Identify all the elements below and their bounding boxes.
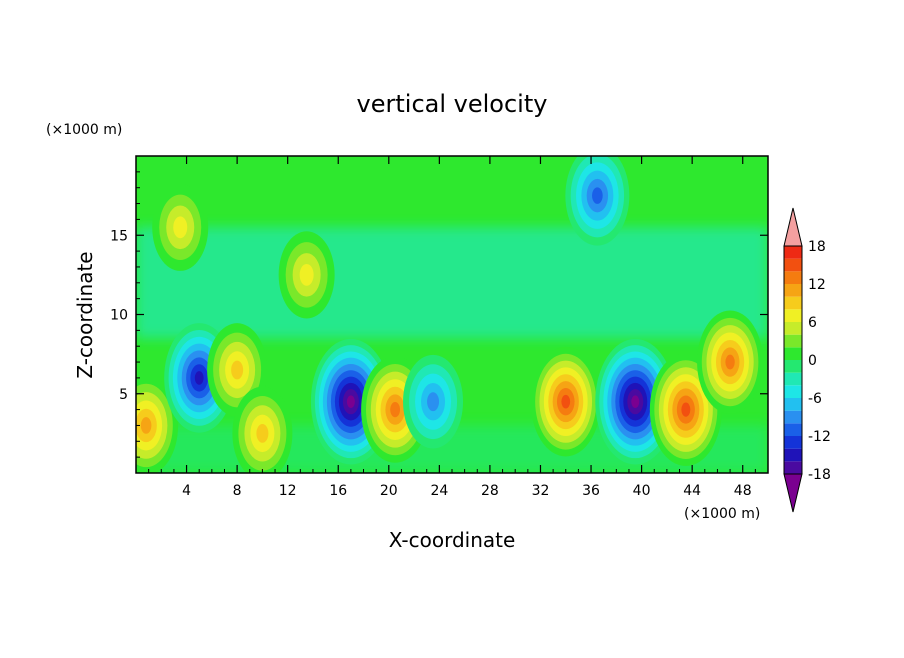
- colorbar-swatch: [784, 271, 802, 284]
- colorbar: 18 12 6 0 -6 -12 -18: [783, 207, 831, 513]
- colorbar-swatch: [784, 448, 802, 462]
- contour-level: [592, 187, 603, 204]
- colorbar-label: -18: [808, 467, 831, 483]
- colorbar-max-arrow: [783, 207, 803, 247]
- contour-level: [140, 417, 152, 434]
- feature-down-6: [403, 354, 464, 449]
- feature-up-9: [649, 353, 722, 466]
- colorbar-swatch: [784, 410, 802, 424]
- colorbar-swatch: [784, 246, 802, 259]
- colorbar-swatch: [784, 436, 802, 449]
- plot-area: [136, 156, 768, 473]
- y-axis-title: Z-coordinate: [73, 251, 97, 378]
- feature-up-13: [152, 183, 209, 271]
- y-axis: 5 10 15: [110, 171, 768, 458]
- x-tick-label: 44: [683, 483, 701, 499]
- contour-level: [256, 423, 269, 443]
- colorbar-swatch: [784, 258, 802, 272]
- x-unit-label: (×1000 m): [684, 506, 760, 522]
- colorbar-swatch: [784, 461, 802, 474]
- feature-down-11: [565, 156, 630, 246]
- y-tick-label: 5: [119, 387, 128, 403]
- colorbar-swatch: [784, 423, 802, 436]
- colorbar-label: -12: [808, 429, 831, 445]
- x-tick-label: 48: [734, 483, 752, 499]
- contour-level: [173, 216, 188, 239]
- contour-level: [390, 402, 401, 418]
- feature-up-12: [278, 231, 335, 319]
- y-tick-label: 15: [110, 228, 128, 244]
- colorbar-swatch: [784, 284, 802, 297]
- contour-level: [725, 354, 735, 370]
- colorbar-swatch: [784, 360, 802, 373]
- velocity-field: [136, 156, 768, 473]
- feature-up-7: [530, 346, 601, 457]
- colorbar-swatch: [784, 322, 802, 335]
- x-tick-label: 36: [582, 483, 600, 499]
- x-tick-label: 32: [532, 483, 550, 499]
- x-tick-label: 4: [182, 483, 191, 499]
- colorbar-label: 12: [808, 277, 826, 293]
- contour-level: [561, 394, 571, 409]
- colorbar-swatch: [784, 309, 802, 322]
- chart-title: vertical velocity: [357, 90, 548, 118]
- contour-level: [346, 395, 355, 408]
- colorbar-swatch: [784, 398, 802, 411]
- contour-level: [299, 263, 314, 286]
- colorbar-swatch: [784, 347, 802, 360]
- x-axis-title: X-coordinate: [389, 528, 516, 552]
- colorbar-min-arrow: [783, 473, 803, 513]
- x-tick-label: 12: [279, 483, 297, 499]
- colorbar-swatch: [784, 372, 802, 386]
- contour-level: [631, 395, 640, 408]
- colorbar-swatch: [784, 385, 802, 398]
- contour-level: [427, 392, 440, 412]
- x-tick-label: 28: [481, 483, 499, 499]
- contour-level: [231, 360, 244, 380]
- contour-level: [194, 371, 204, 385]
- colorbar-label: 18: [808, 239, 826, 255]
- feature-up-10: [697, 310, 764, 414]
- x-tick-label: 40: [633, 483, 651, 499]
- x-tick-label: 8: [233, 483, 242, 499]
- x-tick-label: 20: [380, 483, 398, 499]
- colorbar-label: 0: [808, 353, 817, 369]
- colorbar-frame: [783, 245, 803, 475]
- y-tick-label: 10: [110, 308, 128, 324]
- contour-level: [681, 402, 691, 417]
- x-tick-label: 16: [329, 483, 347, 499]
- y-unit-label: (×1000 m): [46, 122, 122, 138]
- colorbar-swatch: [784, 296, 802, 310]
- colorbar-swatch: [784, 334, 802, 348]
- x-tick-label: 24: [430, 483, 448, 499]
- colorbar-label: -6: [808, 391, 822, 407]
- feature-up-3: [232, 386, 293, 473]
- colorbar-label: 6: [808, 315, 817, 331]
- x-axis: 4 8 12 16 20 24 28 32 36 40 44 48: [148, 156, 756, 499]
- background-band: [136, 227, 768, 339]
